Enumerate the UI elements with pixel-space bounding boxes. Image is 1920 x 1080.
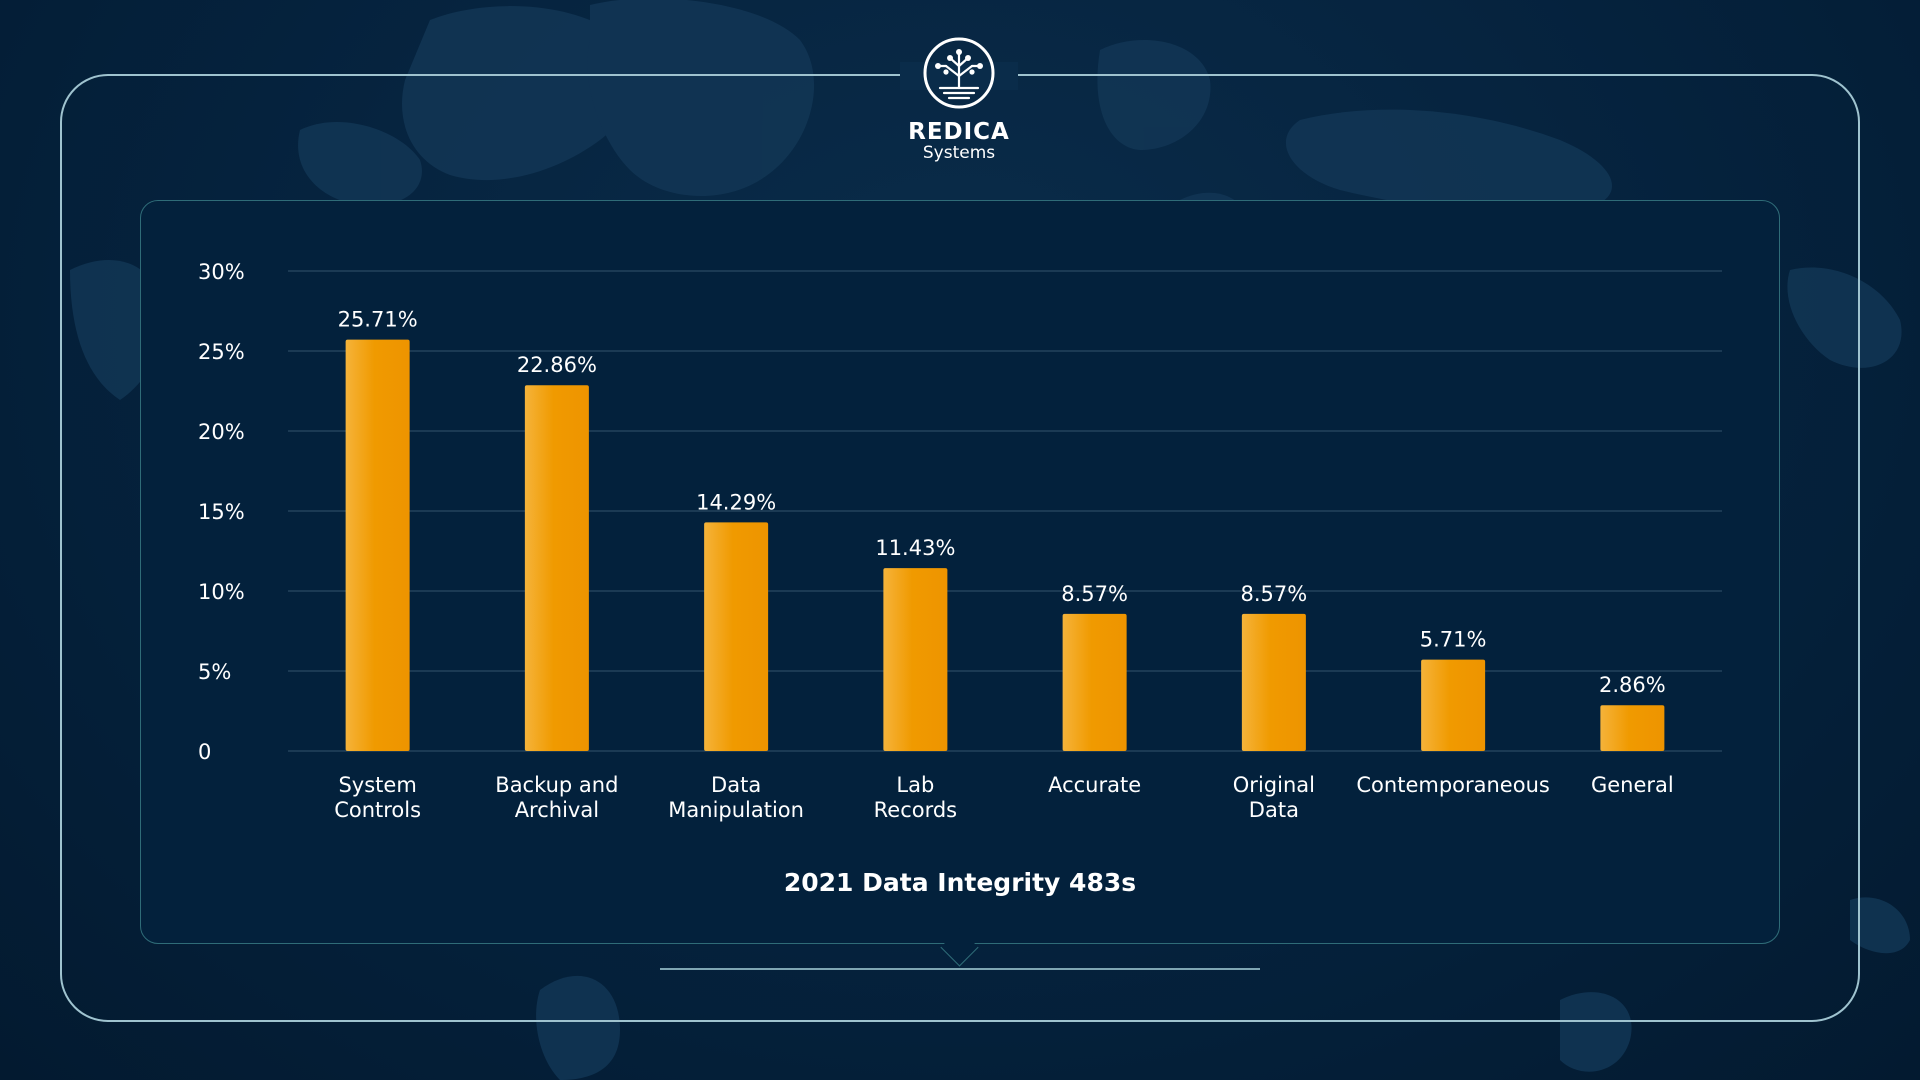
- bar: [1241, 613, 1306, 751]
- value-labels: 25.71% 22.86% 14.29% 11.43% 8.57% 8.57% 5.71% 2…: [338, 308, 1666, 698]
- x-axis-ticks: System Controls Backup and Archival Data Mani…: [334, 773, 1674, 822]
- value-label: 2.86%: [1599, 673, 1666, 697]
- value-label: 11.43%: [875, 536, 955, 560]
- x-tick-label: Original Data: [1233, 773, 1315, 822]
- y-tick-label: 30%: [198, 260, 245, 284]
- bar: [883, 568, 948, 751]
- x-tick-label: Accurate: [1048, 773, 1141, 797]
- x-tick-label: Backup and Archival: [495, 773, 618, 822]
- x-tick-label: Lab Records: [874, 773, 958, 822]
- value-label: 25.71%: [338, 308, 418, 332]
- bar: [704, 522, 769, 751]
- bottom-divider: [660, 968, 1260, 970]
- y-tick-label: 20%: [198, 420, 245, 444]
- y-tick-label: 0: [198, 740, 211, 764]
- x-tick-label: General: [1591, 773, 1674, 797]
- bar: [1062, 613, 1127, 751]
- chart-card: [140, 200, 1780, 944]
- y-tick-label: 25%: [198, 340, 245, 364]
- y-tick-label: 15%: [198, 500, 245, 524]
- bar: [1421, 659, 1486, 751]
- bar: [1600, 705, 1665, 751]
- value-label: 14.29%: [696, 490, 776, 514]
- brand-name: REDICA: [908, 119, 1010, 145]
- bar: [345, 339, 410, 751]
- value-label: 8.57%: [1061, 582, 1128, 606]
- bars: [345, 339, 1665, 751]
- value-label: 8.57%: [1241, 582, 1308, 606]
- y-axis-ticks: 0 5% 10% 15% 20% 25% 30%: [198, 260, 245, 764]
- brand-subtitle: Systems: [922, 143, 996, 163]
- redica-logo: REDICA Systems: [899, 36, 1019, 162]
- y-tick-label: 5%: [198, 660, 231, 684]
- value-label: 22.86%: [517, 353, 597, 377]
- gridlines: [288, 270, 1722, 752]
- y-tick-label: 10%: [198, 580, 245, 604]
- tree-icon: [923, 37, 995, 109]
- x-tick-label: Data Manipulation: [668, 773, 804, 822]
- chart-title: 2021 Data Integrity 483s: [783, 868, 1137, 897]
- value-label: 5.71%: [1420, 628, 1487, 652]
- x-tick-label: System Controls: [334, 773, 421, 822]
- bar: [524, 385, 589, 751]
- x-tick-label: Contemporaneous: [1356, 773, 1549, 797]
